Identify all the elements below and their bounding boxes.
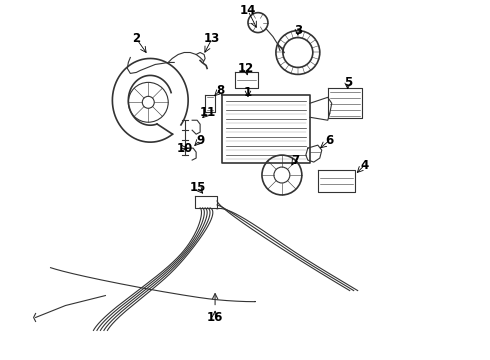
Text: 8: 8 xyxy=(216,84,224,97)
Text: 6: 6 xyxy=(326,134,334,147)
Text: 5: 5 xyxy=(343,76,352,89)
Text: 13: 13 xyxy=(204,32,220,45)
Text: 9: 9 xyxy=(196,134,204,147)
Text: 10: 10 xyxy=(177,141,193,155)
Text: 12: 12 xyxy=(238,62,254,75)
Text: 7: 7 xyxy=(291,154,299,167)
Text: 14: 14 xyxy=(240,4,256,17)
Text: 3: 3 xyxy=(294,24,302,37)
Text: 2: 2 xyxy=(132,32,140,45)
Text: 1: 1 xyxy=(244,86,252,99)
Text: 15: 15 xyxy=(190,181,206,194)
Text: 16: 16 xyxy=(207,311,223,324)
Text: 11: 11 xyxy=(200,106,216,119)
Text: 4: 4 xyxy=(361,158,369,172)
